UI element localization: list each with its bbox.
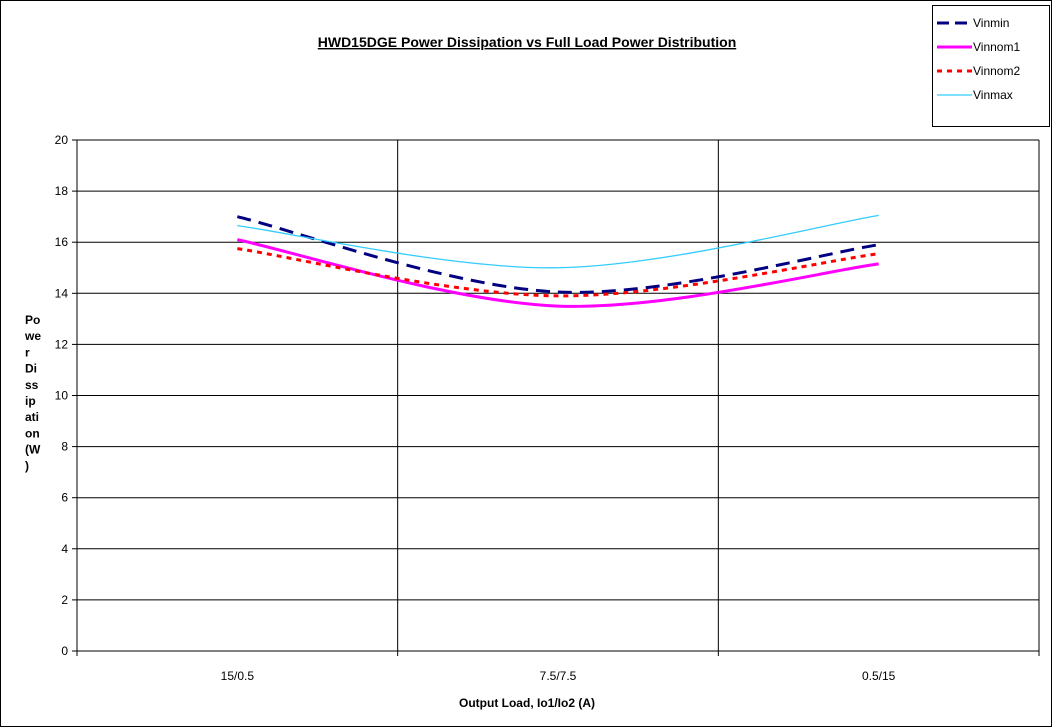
legend-label: Vinmax	[973, 88, 1013, 102]
vertical-gridlines	[397, 140, 1040, 651]
y-axis-title-fragment: Po	[25, 313, 40, 327]
y-axis-title-fragment: ip	[25, 394, 36, 408]
y-axis-title-fragment: Di	[25, 362, 37, 376]
series-line-vinmax	[237, 214, 879, 269]
legend-box	[932, 5, 1050, 127]
y-tick-label: 8	[61, 440, 68, 454]
y-axis-ticks: 0 2 4 6 8 10 12 14 16 18 20	[55, 133, 77, 658]
chart-title: HWD15DGE Power Dissipation vs Full Load …	[318, 34, 737, 50]
legend: Vinmin Vinnom1 Vinnom2 Vinmax	[932, 5, 1050, 127]
series-lines	[236, 214, 879, 308]
x-axis-title: Output Load, Io1/Io2 (A)	[459, 696, 595, 710]
y-tick-label: 2	[61, 593, 68, 607]
y-axis-title-fragment: (W	[25, 443, 41, 457]
x-axis-ticks: 15/0.5 7.5/7.5 0.5/15	[76, 651, 1040, 683]
y-axis-title-fragment: on	[25, 426, 40, 440]
y-axis-title-fragment: we	[24, 329, 41, 343]
x-tick-label: 7.5/7.5	[540, 669, 577, 683]
x-tick-label: 15/0.5	[221, 669, 255, 683]
y-axis-title-fragment: ati	[25, 410, 39, 424]
y-axis-title: Po we r Di ss ip ati on (W)	[24, 313, 41, 473]
y-tick-label: 14	[55, 286, 69, 300]
x-tick-label: 0.5/15	[862, 669, 896, 683]
y-tick-label: 6	[61, 491, 68, 505]
legend-label: Vinnom2	[973, 64, 1020, 78]
y-tick-label: 0	[61, 644, 68, 658]
horizontal-gridlines	[77, 139, 1039, 601]
series-line-vinmin	[236, 215, 879, 294]
y-tick-label: 18	[55, 184, 69, 198]
y-tick-label: 4	[61, 542, 68, 556]
series-line-vinnom2	[237, 247, 879, 298]
y-axis-title-fragment: )	[25, 459, 29, 473]
legend-label: Vinnom1	[973, 40, 1020, 54]
plot-area: 0 2 4 6 8 10 12 14 16 18 20 15/0.5 7.5/7.5 0.5/15	[55, 133, 1040, 683]
y-tick-label: 20	[55, 133, 69, 147]
y-tick-label: 12	[55, 337, 69, 351]
y-axis-title-fragment: ss	[25, 378, 39, 392]
y-tick-label: 10	[55, 389, 69, 403]
series-line-vinnom1	[237, 238, 879, 308]
y-tick-label: 16	[55, 235, 69, 249]
legend-label: Vinmin	[973, 16, 1009, 30]
y-axis-title-fragment: r	[25, 345, 30, 359]
